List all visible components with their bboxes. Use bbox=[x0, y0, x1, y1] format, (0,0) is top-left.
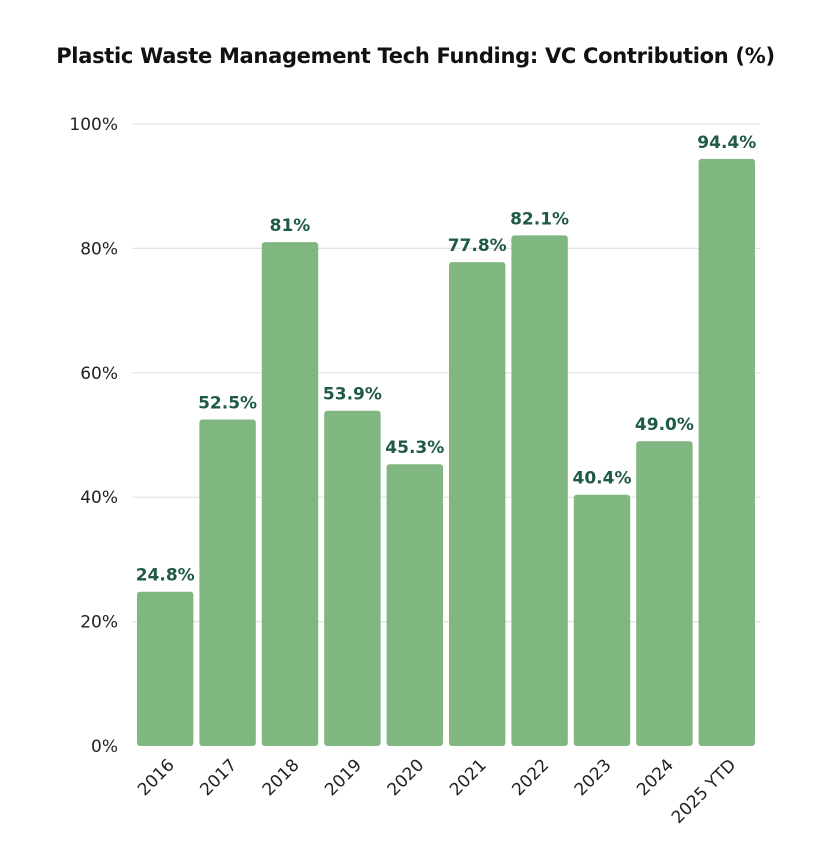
data-label: 40.4% bbox=[573, 469, 632, 489]
y-tick-label: 60% bbox=[80, 364, 118, 384]
data-labels: 24.8% 52.5% 81% 53.9% 45.3% 77.8%82.1% 40.4% 49… bbox=[136, 133, 757, 586]
x-tick-label: 2023 bbox=[571, 755, 616, 800]
bar-2021 bbox=[449, 262, 506, 746]
x-tick-label: 2024 bbox=[633, 755, 678, 800]
x-tick-label: 2020 bbox=[384, 755, 429, 800]
x-tick-label: 2018 bbox=[259, 755, 304, 800]
y-tick-label: 20% bbox=[80, 613, 118, 633]
y-tick-label: 0% bbox=[91, 737, 118, 757]
data-label: 82.1% bbox=[510, 209, 569, 229]
x-axis-ticks: 2016 2017 2018 2019 2020 2021 2022 2023 20242025… bbox=[134, 755, 740, 828]
bars bbox=[137, 158, 755, 746]
data-label: 45.3% bbox=[385, 438, 444, 458]
bar-2020 bbox=[386, 464, 443, 746]
bar-2022 bbox=[511, 235, 568, 746]
data-label: 53.9% bbox=[323, 385, 382, 405]
bar-2023 bbox=[573, 494, 631, 746]
bar-2018 bbox=[261, 242, 319, 746]
bar-2017 bbox=[199, 419, 256, 746]
bar-2025-ytd bbox=[698, 158, 755, 746]
x-tick-label: 2022 bbox=[508, 755, 553, 800]
x-tick-label: 2021 bbox=[446, 755, 491, 800]
x-tick-label: 2025 YTD bbox=[668, 755, 741, 828]
x-tick-label: 2016 bbox=[134, 755, 179, 800]
data-label: 49.0% bbox=[635, 415, 694, 435]
data-label: 94.4% bbox=[697, 133, 756, 153]
bar-2016 bbox=[137, 591, 194, 746]
data-label: 81% bbox=[270, 216, 311, 236]
y-tick-label: 80% bbox=[80, 239, 118, 259]
y-axis-ticks: 0% 20% 40% 60% 80% 100% bbox=[69, 115, 118, 757]
chart-title: Plastic Waste Management Tech Funding: V… bbox=[56, 44, 775, 68]
bar-2024 bbox=[636, 441, 693, 746]
bar-2019 bbox=[324, 410, 381, 746]
data-label: 77.8% bbox=[448, 236, 507, 256]
data-label: 52.5% bbox=[198, 393, 257, 413]
x-tick-label: 2017 bbox=[196, 755, 241, 800]
x-tick-label: 2019 bbox=[321, 755, 366, 800]
data-label: 24.8% bbox=[136, 566, 195, 586]
y-tick-label: 40% bbox=[80, 488, 118, 508]
y-tick-label: 100% bbox=[69, 115, 118, 135]
